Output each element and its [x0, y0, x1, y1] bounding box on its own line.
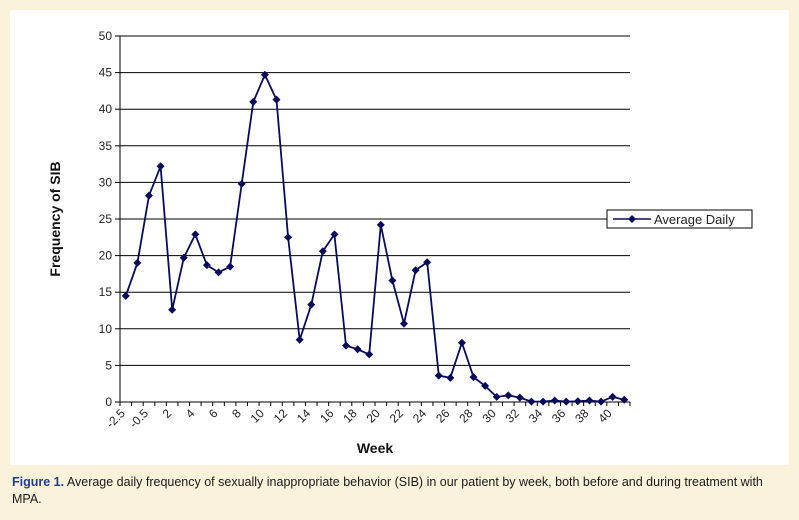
data-point	[365, 350, 374, 359]
x-tick-label: 20	[364, 406, 384, 426]
data-point	[307, 300, 316, 309]
data-point	[226, 262, 235, 271]
data-point	[504, 391, 513, 400]
data-point	[353, 345, 362, 354]
x-tick-label: 16	[317, 406, 337, 426]
data-point	[527, 397, 536, 406]
data-point	[249, 97, 258, 106]
x-tick-label: 24	[410, 406, 430, 426]
y-tick-label-30: 30	[99, 175, 113, 189]
x-tick-label: 6	[206, 406, 221, 421]
y-tick-label-35: 35	[99, 139, 113, 153]
x-tick-label: 28	[456, 406, 476, 426]
data-point	[539, 397, 548, 406]
x-tick-label: 4	[183, 406, 198, 421]
data-point	[260, 70, 269, 79]
data-point	[620, 395, 629, 404]
legend-box	[606, 209, 753, 229]
data-point	[330, 230, 339, 239]
data-point	[156, 162, 165, 171]
data-point	[318, 247, 327, 256]
data-point	[492, 392, 501, 401]
axes	[115, 35, 631, 406]
data-point	[121, 291, 130, 300]
data-point	[597, 397, 606, 406]
data-point	[411, 266, 420, 275]
data-point	[295, 335, 304, 344]
x-tick-label: -2.5	[103, 406, 128, 431]
data-point	[202, 261, 211, 270]
chart-panel: 0 5 10 15 20 25 30 35 40 45 50 -2.5 -0.5 2 4 6 8 10 12 14 1…	[10, 10, 789, 465]
y-tick-label-15: 15	[99, 285, 113, 299]
x-tick-label: 40	[595, 406, 615, 426]
data-point	[457, 338, 466, 347]
data-point	[272, 95, 281, 104]
x-tick-label: 38	[572, 406, 592, 426]
data-point	[562, 397, 571, 406]
data-point	[284, 233, 293, 242]
data-point	[515, 393, 524, 402]
x-tick-label: 30	[479, 406, 499, 426]
y-tick-label-45: 45	[99, 66, 113, 80]
data-point	[144, 191, 153, 200]
data-point	[237, 179, 246, 188]
x-tick-label: 12	[271, 406, 291, 426]
data-point	[434, 371, 443, 380]
legend-marker	[628, 215, 636, 223]
y-tick-label-20: 20	[99, 249, 113, 263]
y-tick-label-5: 5	[105, 358, 112, 372]
y-tick-label-50: 50	[99, 29, 113, 43]
data-point	[446, 373, 455, 382]
x-tick-label: 32	[503, 406, 523, 426]
data-point	[423, 258, 432, 267]
data-point	[214, 268, 223, 277]
data-point	[388, 276, 397, 285]
data-point	[550, 396, 559, 405]
x-tick-label: 36	[549, 406, 569, 426]
data-point	[585, 396, 594, 405]
data-point	[608, 392, 617, 401]
x-tick-labels: -2.5-0.5 2 4 6 8 10 12 14 16 18 20 22 24 26 28 30 32 34 36…	[103, 406, 615, 431]
series-line-average-daily	[124, 72, 625, 403]
x-tick-label: 10	[248, 406, 268, 426]
x-tick-label: 22	[387, 406, 407, 426]
data-point	[376, 220, 385, 229]
data-point	[179, 253, 188, 262]
y-axis-title: Frequency of SIB	[47, 161, 63, 276]
x-tick-label: 2	[160, 406, 175, 421]
data-point	[469, 373, 478, 382]
x-tick-label: 14	[294, 406, 314, 426]
data-point	[168, 305, 177, 314]
x-tick-label: 34	[526, 406, 546, 426]
data-point	[399, 319, 408, 328]
gridlines	[120, 35, 630, 366]
x-tick-label: -0.5	[127, 406, 152, 431]
figure-caption: Figure 1. Average daily frequency of sex…	[12, 474, 792, 508]
data-point	[573, 397, 582, 406]
legend-label-average-daily: Average Daily	[654, 212, 735, 227]
y-tick-label-0: 0	[105, 395, 112, 409]
caption-label: Figure 1.	[12, 475, 65, 489]
data-point	[133, 258, 142, 267]
data-point	[481, 381, 490, 390]
x-tick-label: 18	[340, 406, 360, 426]
y-tick-label-40: 40	[99, 102, 113, 116]
x-tick-label: 26	[433, 406, 453, 426]
data-point	[191, 230, 200, 239]
y-tick-label-25: 25	[99, 212, 113, 226]
series-average-daily	[121, 70, 629, 406]
data-point	[342, 341, 351, 350]
y-tick-label-10: 10	[99, 322, 113, 336]
x-axis-title: Week	[357, 440, 394, 456]
y-tick-labels: 0 5 10 15 20 25 30 35 40 45 50	[99, 29, 113, 409]
legend: Average Daily	[606, 209, 753, 229]
caption-text: Average daily frequency of sexually inap…	[12, 475, 763, 506]
x-tick-label: 8	[229, 406, 244, 421]
